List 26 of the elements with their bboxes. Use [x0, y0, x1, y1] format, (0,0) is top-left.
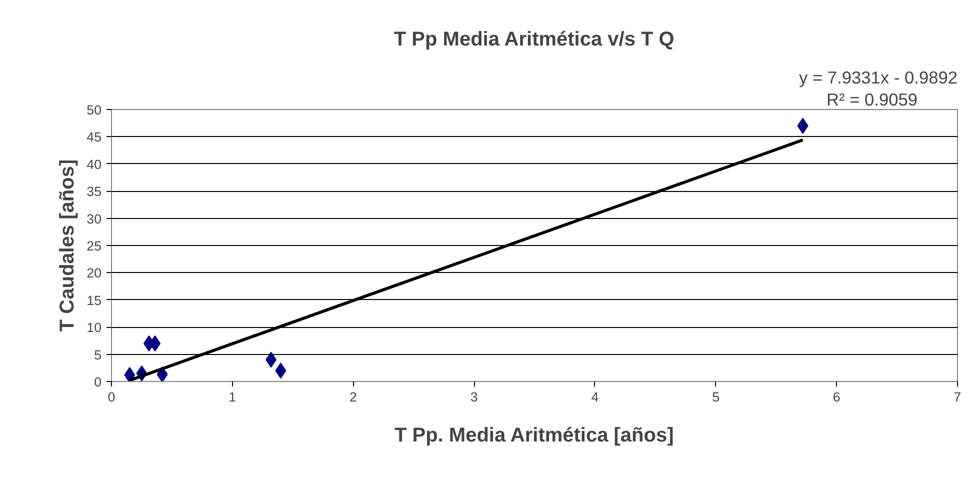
y-tick-label: 5 [94, 347, 102, 362]
x-tick-label: 6 [832, 390, 840, 404]
x-tick-label: 4 [591, 390, 600, 404]
x-tick-label: 1 [228, 390, 236, 404]
annotation: R² = 0.9059 [826, 90, 918, 110]
x-tick-label: 5 [712, 390, 720, 404]
y-tick-label: 10 [86, 320, 102, 336]
y-tick-label: 30 [86, 211, 102, 226]
y-tick-label: 20 [86, 266, 102, 281]
x-axis-title: T Pp. Media Aritmética [años] [394, 424, 674, 446]
point [156, 366, 168, 382]
chart-title: T Pp Media Aritmética v/s T Q [394, 28, 674, 50]
y-tick-label: 40 [86, 156, 102, 172]
y-tick-label: 0 [94, 374, 102, 390]
x-tick-label: 7 [954, 390, 962, 404]
x-tick-label: 2 [350, 390, 357, 404]
y-tick-label: 15 [86, 292, 102, 308]
y-tick-label: 50 [86, 102, 102, 118]
x-tick-label: 0 [108, 390, 116, 404]
y-tick-label: 45 [86, 130, 102, 145]
point [124, 366, 136, 382]
y-tick-label: 35 [86, 184, 102, 200]
x-tick-label: 3 [470, 390, 478, 404]
y-axis-title: T Caudales [años] [56, 159, 79, 332]
y-tick-label: 25 [86, 238, 102, 254]
text: y = 7.9331x - 0.9892 [799, 68, 958, 88]
